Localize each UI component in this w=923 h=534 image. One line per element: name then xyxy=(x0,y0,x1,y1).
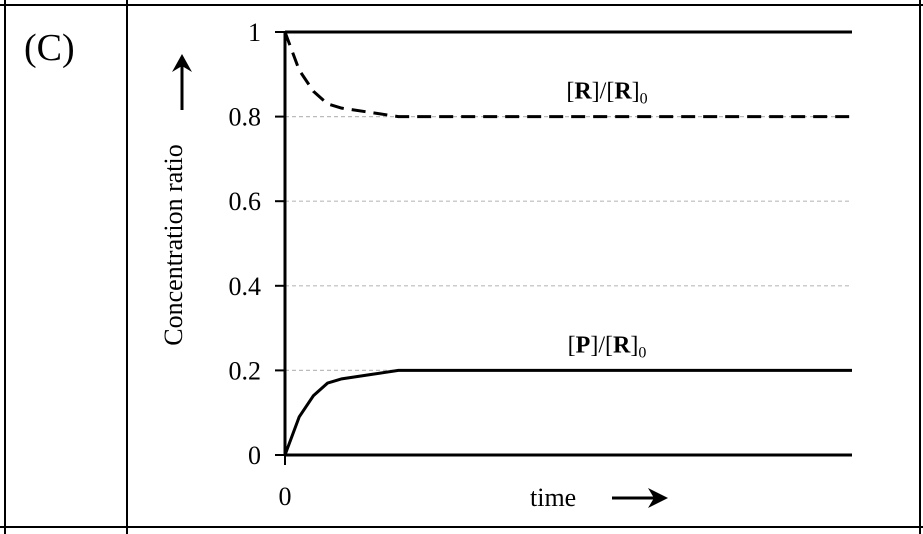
y-tick-label: 0.4 xyxy=(229,272,262,301)
y-tick-label: 0 xyxy=(248,441,261,470)
series-label: [P]/[R]0 xyxy=(568,332,647,361)
x-axis-label: time xyxy=(530,483,576,512)
series-line xyxy=(283,368,852,456)
x-tick-label: 0 xyxy=(279,482,292,511)
series-label: [R]/[R]0 xyxy=(566,79,647,108)
y-tick-label: 1 xyxy=(248,18,261,47)
series-line xyxy=(283,31,852,119)
panel-label: (C) xyxy=(24,27,75,69)
y-axis-label: Concentration ratio xyxy=(159,144,188,345)
y-tick-label: 0.2 xyxy=(229,356,262,385)
y-tick-label: 0.6 xyxy=(229,187,262,216)
x-arrow xyxy=(612,488,668,508)
y-arrow xyxy=(172,54,192,110)
y-tick-label: 0.8 xyxy=(229,103,262,132)
